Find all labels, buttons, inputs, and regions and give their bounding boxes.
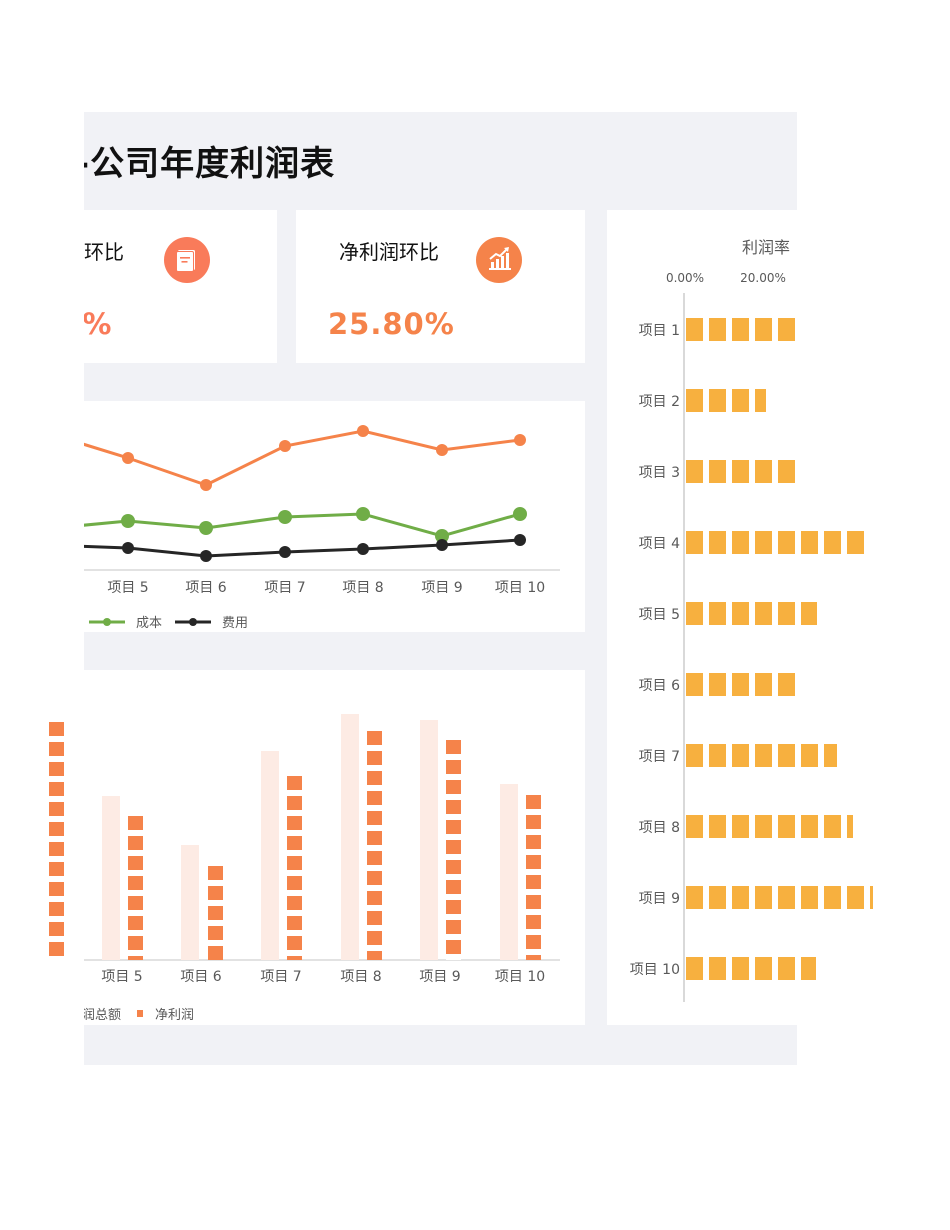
net-profit-bar-overflow [49,722,64,958]
x-tick-label: 项目 10 [494,580,546,596]
legend-swatch-net-profit-icon [137,1010,144,1017]
legend-line-green-icon [89,617,125,626]
legend-line-black-icon [175,617,212,626]
x-tick-label: 项目 8 [340,969,382,985]
page-title: 亍-公司年度利润表 [84,144,336,184]
x-tick-label: 项目 9 [421,580,463,596]
kpi-card-net-profit-mom: 净利润环比 25.80% [296,210,585,363]
y-tick-label: 项目 7 [638,749,680,765]
legend-label-net-profit: 净利润 [155,1008,195,1023]
legend-label-total-profit: 润总额 [84,1008,122,1023]
x-tick-label: 项目 5 [101,969,143,985]
y-tick-label: 项目 4 [638,536,680,552]
x-tick-label: 项目 6 [185,580,227,596]
y-tick-label: 项目 2 [638,394,680,410]
left-clip-region: 亍-公司年度利润表 环比 92% [84,0,950,1230]
y-tick-label: 项目 1 [638,323,680,339]
line-legend: 成本 费用 [88,612,248,631]
y-tick-label: 项目 6 [638,678,680,694]
x-tick-label: 项目 7 [260,969,302,985]
y-axis-line [683,293,685,1002]
x-tick-label: 0.00% [665,271,705,285]
legend-label-expense: 费用 [222,616,249,631]
y-tick-label: 项目 8 [638,820,680,836]
bar-legend: 润总额 净利润 [84,1004,194,1023]
book-icon [164,237,210,283]
y-tick-label: 项目 5 [638,607,680,623]
kpi-value: 92% [84,307,113,341]
x-tick-label: 项目 7 [264,580,306,596]
growth-chart-icon [476,237,522,283]
kpi-label: 净利润环比 [339,240,439,264]
x-tick-label: 项目 5 [107,580,149,596]
legend-label-cost: 成本 [136,616,163,631]
kpi-value: 25.80% [328,307,455,341]
x-tick-label: 项目 8 [342,580,384,596]
x-tick-label: 项目 9 [419,969,461,985]
line-chart [84,425,560,571]
y-tick-label: 项目 9 [638,891,680,907]
y-tick-label: 项目 10 [629,962,680,978]
profit-rate-title: 利润率 [742,238,791,257]
x-tick-label: 项目 10 [494,969,546,985]
y-tick-label: 项目 3 [638,465,680,481]
x-tick-label: 项目 6 [180,969,222,985]
kpi-label: 环比 [84,240,124,264]
kpi-card-mom: 环比 92% [84,210,277,363]
x-tick-label: 20.00% [740,271,786,285]
line-chart-panel: 项目 5 项目 6 项目 7 项目 8 项目 9 项目 10 成本 费用 [84,401,585,632]
bar-chart [84,714,560,961]
bar-chart-panel: 项目 5 项目 6 项目 7 项目 8 项目 9 项目 10 润总额 净利润 [84,670,585,1025]
